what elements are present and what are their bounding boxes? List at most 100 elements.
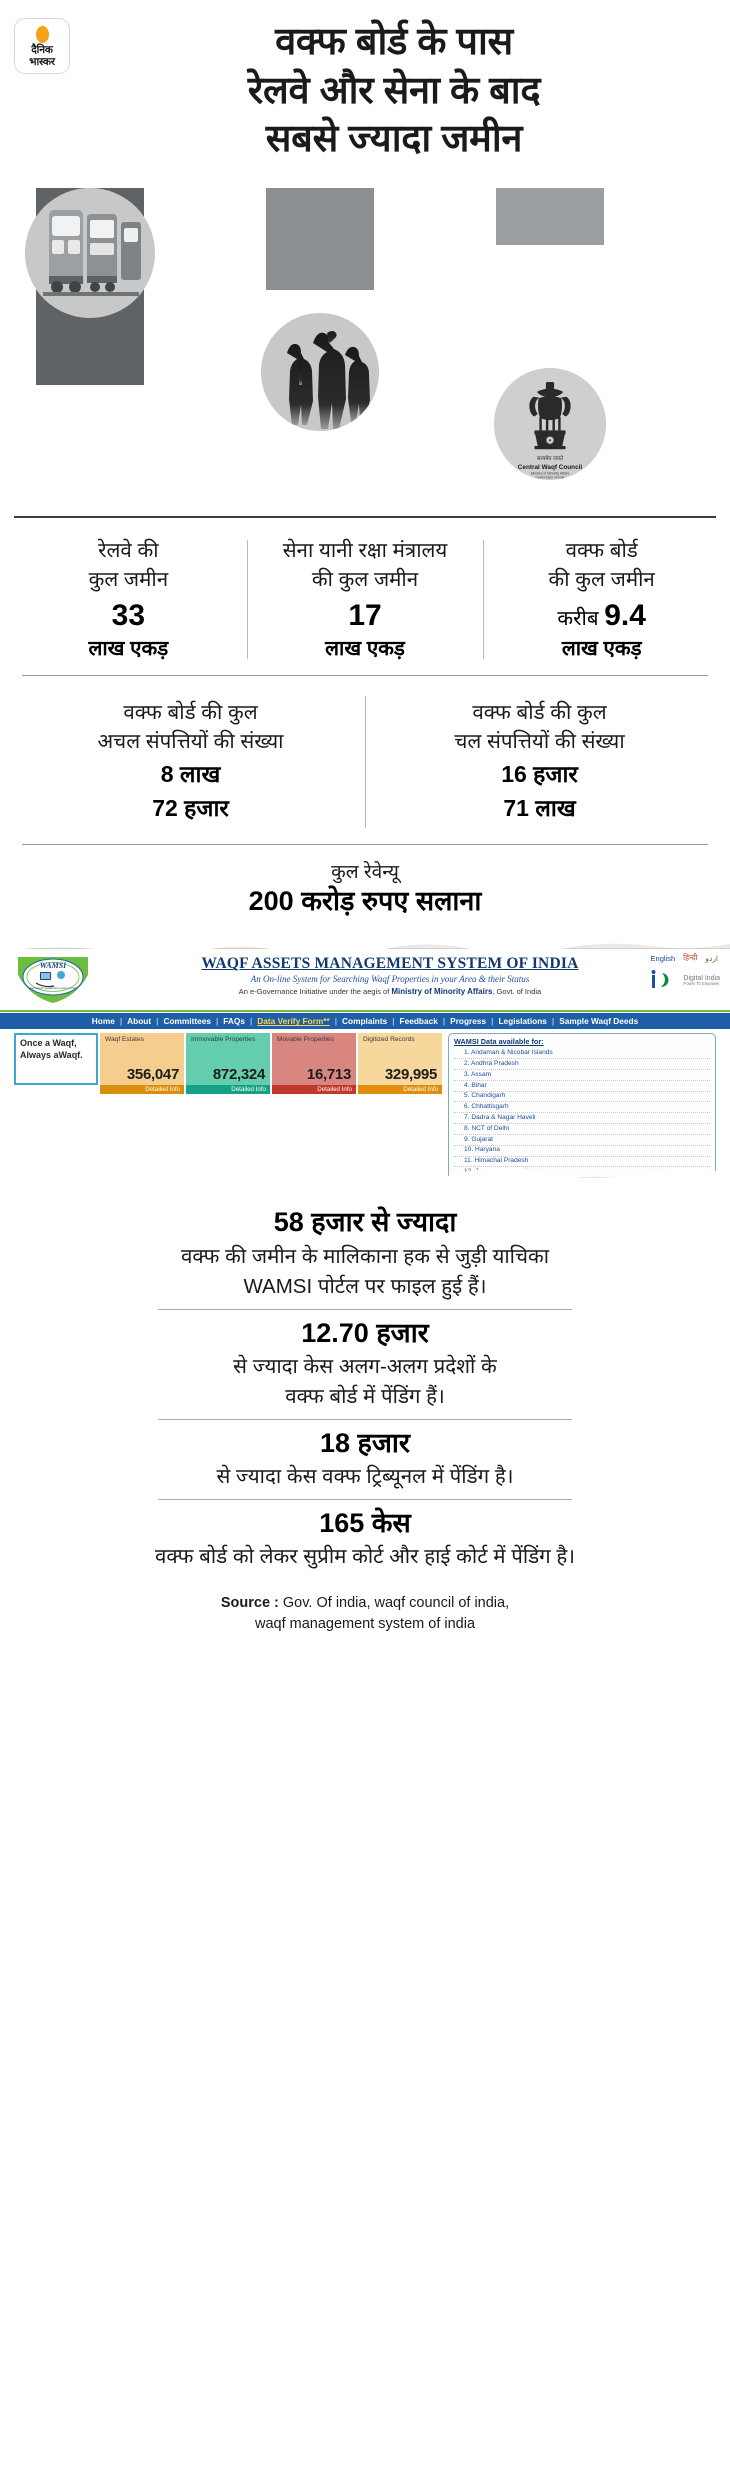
wamsi-navbar[interactable]: Home | About | Committees | FAQs | Data Veri…: [0, 1012, 730, 1030]
facts-section: 58 हजार से ज्यादा वक्फ की जमीन के मालिका…: [0, 1185, 730, 1579]
language-switcher[interactable]: English हिन्दी اردو: [651, 953, 718, 963]
stat-card-digitized-records[interactable]: Digitized Records 329,995 Detailed Info: [358, 1033, 442, 1095]
lang-urdu-link[interactable]: اردو: [705, 953, 718, 963]
wamsi-states-list: WAMSI Data available for: 1. Andaman & N…: [448, 1033, 716, 1186]
bar-waqf: [496, 187, 604, 245]
land-comparison-bar-chart: सत्यमेव जयते Central Waqf Council Minist…: [0, 187, 730, 518]
movable-title-line2: चल संपत्तियों की संख्या: [454, 730, 625, 754]
fact-courts-text-line1: वक्फ बोर्ड को लेकर सुप्रीम कोर्ट और हाई …: [154, 1545, 576, 1569]
wamsi-tagline-ministry: Ministry of Minority Affairs: [391, 987, 493, 997]
movable-title-line1: वक्फ बोर्ड की कुल: [472, 701, 607, 725]
fact-divider-3: [158, 1499, 572, 1501]
revenue-block: कुल रेवेन्यू 200 करोड़ रुपए सलाना: [0, 849, 730, 934]
bar-value-waqf-prefix: करीब: [557, 607, 605, 631]
state-item[interactable]: 7. Dadra & Nagar Haveli: [454, 1113, 710, 1125]
fact-tribunal: 18 हजार से ज्यादा केस वक्फ ट्रिब्यूनल मे…: [18, 1420, 712, 1499]
bar-label-railway-line1: रेलवे की: [98, 538, 159, 562]
bar-unit-waqf: लाख एकड़: [561, 636, 642, 660]
nav-item-progress[interactable]: Progress: [450, 1016, 487, 1027]
source-label: Source :: [220, 1595, 279, 1612]
state-item[interactable]: 11. Himachal Pradesh: [454, 1157, 710, 1168]
fact-petitions-text-line1: वक्फ की जमीन के मालिकाना हक से जुड़ी याच…: [180, 1244, 550, 1268]
fact-state-boards-number: 12.70 हजार: [301, 1317, 429, 1348]
header: दैनिक भास्कर वक्फ बोर्ड के पास रेलवे और …: [0, 0, 730, 164]
wamsi-logo-icon[interactable]: WAMSI waqf assets management system of i…: [16, 955, 90, 1005]
fact-petitions-number: 58 हजार से ज्यादा: [273, 1207, 457, 1238]
digital-india-text: Digital India Power To Empower: [683, 974, 720, 986]
dainik-bhaskar-logo: दैनिक भास्कर: [14, 18, 70, 74]
nav-item-legislations[interactable]: Legislations: [498, 1016, 547, 1027]
bar-label-waqf-line2: की कुल जमीन: [548, 567, 655, 591]
brand-name-line2: भास्कर: [29, 55, 55, 68]
divider-1: [22, 675, 708, 677]
svg-text:waqf assets management system: waqf assets management system of india: [29, 986, 77, 990]
stat-card-waqf-estates[interactable]: Waqf Estates 356,047 Detailed Info: [100, 1033, 184, 1095]
state-item[interactable]: 10. Haryana: [454, 1146, 710, 1157]
sun-dot-icon: [35, 26, 49, 44]
divider-2: [22, 843, 708, 845]
digital-india-icon: [651, 970, 670, 990]
immovable-title-line2: अचल संपत्तियों की संख्या: [97, 730, 284, 754]
nav-item-complaints[interactable]: Complaints: [342, 1016, 388, 1027]
state-item[interactable]: 8. NCT of Delhi: [454, 1124, 710, 1135]
bar-label-railway: रेलवे की कुल जमीन 33 लाख एकड़: [10, 528, 247, 671]
state-item[interactable]: 9. Gujarat: [454, 1135, 710, 1146]
state-item[interactable]: 3. Assam: [454, 1070, 710, 1081]
wamsi-portal-screenshot: Mi... Sig... WAMSI waqf assets managemen…: [0, 935, 730, 1186]
fact-state-boards: 12.70 हजार से ज्यादा केस अलग-अलग प्रदेशो…: [18, 1310, 712, 1419]
stat-value-immovable: 872,324: [212, 1066, 265, 1084]
nav-item-home[interactable]: Home: [91, 1016, 115, 1027]
immovable-value-line1: 8 लाख: [160, 761, 221, 788]
revenue-value: 200 करोड़ रुपए सलाना: [248, 886, 482, 917]
stat-value-movable: 16,713: [306, 1066, 351, 1084]
state-item[interactable]: 5. Chandigarh: [454, 1092, 710, 1103]
emblem-org-line3: Government of India: [536, 475, 565, 479]
stat-detail-link-digitized[interactable]: Detailed Info: [358, 1085, 442, 1095]
source-text-line2: waqf management system of india: [254, 1616, 476, 1633]
nav-item-about[interactable]: About: [127, 1016, 152, 1027]
lang-hindi-link[interactable]: हिन्दी: [683, 953, 698, 963]
state-item[interactable]: 2. Andhra Pradesh: [454, 1059, 710, 1071]
nav-item-committees[interactable]: Committees: [163, 1016, 211, 1027]
fact-tribunal-number: 18 हजार: [320, 1428, 410, 1459]
stat-label-waqf-estates: Waqf Estates: [105, 1036, 144, 1044]
stat-label-digitized: Digitized Records: [363, 1036, 415, 1044]
wamsi-tagline-pre: An e-Governance Initiative under the aeg…: [238, 987, 392, 997]
bar-value-waqf-number: 9.4: [604, 599, 646, 633]
fact-divider-1: [158, 1308, 572, 1310]
chart-baseline: [14, 515, 716, 518]
torn-paper-bottom-edge: [0, 1168, 730, 1186]
stat-card-movable-properties[interactable]: Movable Properties 16,713 Detailed Info: [272, 1033, 356, 1095]
bar-army: [266, 187, 374, 290]
nav-item-faqs[interactable]: FAQs: [223, 1016, 245, 1027]
wamsi-tagline-post: , Govt. of India: [492, 987, 542, 997]
stat-label-movable: Movable Properties: [277, 1036, 334, 1044]
bar-column-railway: [25, 187, 155, 518]
nav-item-sample-waqf-deeds[interactable]: Sample Waqf Deeds: [559, 1016, 639, 1027]
state-item[interactable]: 4. Bihar: [454, 1081, 710, 1092]
headline-line-3: सबसे ज्यादा जमीन: [265, 118, 523, 161]
stat-detail-link-immovable[interactable]: Detailed Info: [186, 1085, 270, 1095]
digital-india-logo[interactable]: Digital India Power To Empower: [650, 969, 720, 991]
wamsi-stats-row: Once a Waqf, Always aWaqf. Waqf Estates …: [0, 1029, 730, 1186]
nav-item-feedback[interactable]: Feedback: [399, 1016, 438, 1027]
lang-english-link[interactable]: English: [650, 953, 676, 963]
states-list-title: WAMSI Data available for:: [454, 1037, 544, 1047]
wamsi-site-header: WAMSI waqf assets management system of i…: [0, 949, 730, 1013]
page-title: वक्फ बोर्ड के पास रेलवे और सेना के बाद स…: [80, 18, 716, 164]
central-waqf-council-emblem-icon: सत्यमेव जयते Central Waqf Council Minist…: [494, 367, 606, 480]
brand-name-line1: दैनिक: [31, 44, 53, 57]
state-item[interactable]: 1. Andaman & Nicobar Islands: [454, 1048, 710, 1060]
headline-line-1: वक्फ बोर्ड के पास: [275, 21, 513, 63]
emblem-org-line2: Ministry of Minority Affairs: [531, 471, 570, 475]
stat-card-immovable-properties[interactable]: Immovable Properties 872,324 Detailed In…: [186, 1033, 270, 1095]
source-text-line1: Gov. Of india, waqf council of india,: [278, 1595, 510, 1612]
stat-detail-link-movable[interactable]: Detailed Info: [272, 1085, 356, 1095]
bar-label-railway-line2: कुल जमीन: [88, 567, 169, 591]
emblem-org-line1: Central Waqf Council: [518, 464, 583, 471]
nav-item-data-verify-form[interactable]: Data Verify Form**: [257, 1016, 330, 1027]
stat-detail-link-waqf-estates[interactable]: Detailed Info: [100, 1085, 184, 1095]
slogan-line1: Once a Waqf,: [20, 1038, 77, 1049]
state-item[interactable]: 6. Chhattisgarh: [454, 1102, 710, 1114]
ashoka-emblem-illustration: सत्यमेव जयते Central Waqf Council Minist…: [494, 367, 606, 480]
